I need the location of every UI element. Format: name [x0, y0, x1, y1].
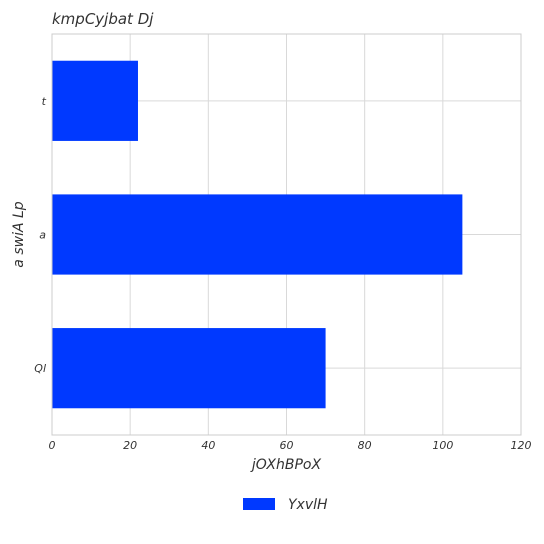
x-tick-labels: 0 20 40 60 80 100 120 [49, 439, 532, 452]
x-tick-label: 80 [358, 439, 372, 452]
x-tick-label: 60 [280, 439, 294, 452]
bar [52, 60, 138, 141]
legend-swatch [243, 498, 275, 510]
bar [52, 194, 463, 275]
legend: YxvlH [243, 497, 328, 513]
legend-label: YxvlH [288, 497, 328, 513]
bars [52, 60, 463, 409]
bar [52, 328, 326, 409]
x-axis-label: jOXhBPoX [250, 457, 322, 473]
chart-title: kmpCyjbat Dj [52, 10, 154, 28]
y-tick-labels: Ql a t [34, 95, 46, 375]
y-tick-label: a [39, 229, 46, 242]
y-tick-label: Ql [34, 362, 46, 375]
x-tick-label: 100 [432, 439, 453, 452]
y-tick-label: t [42, 95, 47, 108]
plot-frame [51, 33, 522, 436]
y-axis-label: a swiA Lp [11, 201, 27, 267]
x-tick-label: 40 [201, 439, 215, 452]
x-tick-label: 0 [49, 439, 56, 452]
x-tick-label: 20 [123, 439, 137, 452]
x-tick-label: 120 [511, 439, 532, 452]
